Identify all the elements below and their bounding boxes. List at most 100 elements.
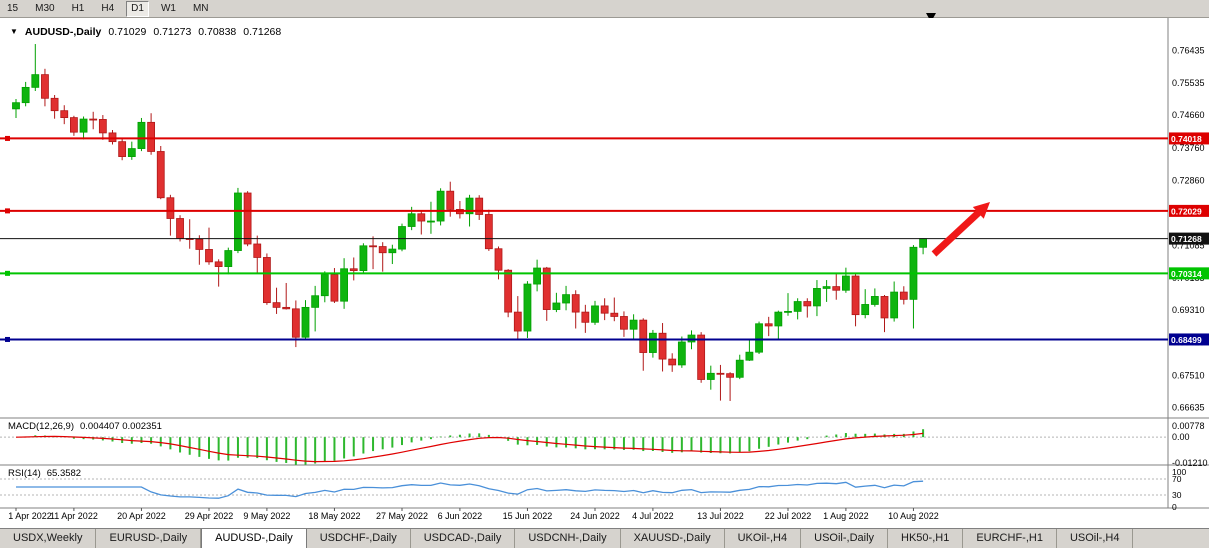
svg-text:4 Jul 2022: 4 Jul 2022 — [632, 511, 674, 521]
candle — [842, 267, 850, 293]
candle — [388, 244, 397, 265]
candle — [899, 286, 908, 305]
candle — [70, 115, 78, 136]
candle — [629, 314, 638, 340]
svg-text:0.72860: 0.72860 — [1172, 176, 1205, 186]
candle — [726, 372, 734, 401]
tab-usdcad-daily[interactable]: USDCAD-,Daily — [411, 529, 516, 548]
svg-text:0.68499: 0.68499 — [1171, 335, 1202, 345]
candle — [31, 44, 40, 92]
candle — [127, 141, 136, 160]
candle — [195, 235, 204, 265]
candle — [253, 235, 262, 274]
tab-audusd-daily[interactable]: AUDUSD-,Daily — [201, 529, 307, 548]
svg-text:100: 100 — [1172, 467, 1186, 477]
arrow-annotation[interactable] — [931, 202, 990, 257]
timeframe-button-h1[interactable]: H1 — [71, 2, 85, 14]
tab-usoil-h4[interactable]: USOil-,H4 — [1057, 529, 1134, 548]
candle — [504, 269, 513, 318]
candle — [108, 129, 117, 145]
candle — [880, 294, 889, 333]
macd-histogram — [24, 429, 925, 465]
candle — [475, 195, 484, 220]
candle — [369, 236, 377, 270]
candle — [706, 365, 715, 390]
price-tag: 0.74018 — [1169, 132, 1209, 145]
candle — [301, 300, 310, 341]
candle — [620, 311, 628, 337]
candle — [311, 285, 320, 332]
candlestick-series — [12, 44, 927, 401]
hline-handle[interactable] — [5, 135, 10, 141]
price-tag: 0.72029 — [1169, 204, 1209, 217]
candle — [137, 117, 146, 152]
candle — [523, 281, 532, 338]
chart-canvas[interactable]: 0.764350.755350.746600.737600.728600.719… — [0, 18, 1209, 528]
candle — [533, 259, 541, 292]
tab-ukoil-h4[interactable]: UKOil-,H4 — [725, 529, 802, 548]
svg-text:11 Apr 2022: 11 Apr 2022 — [50, 511, 98, 521]
ohlc-open: 0.71029 — [108, 26, 147, 38]
candle — [890, 281, 899, 322]
candle — [427, 201, 435, 234]
price-tag: 0.70314 — [1169, 267, 1209, 280]
svg-text:0.71085: 0.71085 — [1172, 240, 1205, 250]
candle — [79, 116, 88, 140]
candle — [870, 288, 879, 307]
tab-usoil-daily[interactable]: USOil-,Daily — [801, 529, 889, 548]
svg-text:0.73760: 0.73760 — [1172, 143, 1205, 153]
tab-usdcnh-daily[interactable]: USDCNH-,Daily — [515, 529, 621, 548]
svg-text:22 Jul 2022: 22 Jul 2022 — [765, 511, 812, 521]
timeframe-toolbar: 15 M30 H1 H4 D1 W1 MN — [0, 0, 1209, 18]
macd-label: MACD(12,26,9) 0.004407 0.002351 — [8, 421, 162, 432]
hline-handle[interactable] — [5, 336, 10, 342]
candle — [610, 297, 619, 322]
tab-usdchf-daily[interactable]: USDCHF-,Daily — [307, 529, 411, 548]
hline-handle[interactable] — [5, 208, 10, 214]
svg-text:15 Jun 2022: 15 Jun 2022 — [503, 511, 553, 521]
svg-text:0.00: 0.00 — [1172, 432, 1190, 442]
object-marker-triangle-icon[interactable] — [926, 13, 936, 22]
candle — [755, 321, 763, 354]
candle — [320, 271, 329, 303]
candle — [243, 191, 252, 247]
candle — [735, 354, 744, 380]
macd-signal-line — [15, 432, 924, 463]
tab-hk50-h1[interactable]: HK50-,H1 — [888, 529, 964, 548]
price-tag: 0.68499 — [1169, 333, 1209, 346]
timeframe-button-h4[interactable]: H4 — [101, 2, 115, 14]
timeframe-button-w1[interactable]: W1 — [160, 2, 176, 14]
ohlc-high: 0.71273 — [153, 26, 192, 38]
svg-text:0.74018: 0.74018 — [1171, 134, 1202, 144]
candle — [21, 81, 30, 107]
svg-text:24 Jun 2022: 24 Jun 2022 — [570, 511, 620, 521]
candle — [50, 95, 59, 119]
tab-eurchf-h1[interactable]: EURCHF-,H1 — [963, 529, 1057, 548]
candle — [600, 298, 609, 321]
candle — [12, 99, 20, 118]
candle — [562, 285, 570, 311]
tab-eurusd-daily[interactable]: EURUSD-,Daily — [96, 529, 202, 548]
svg-text:6 Jun 2022: 6 Jun 2022 — [438, 511, 483, 521]
timeframe-button-m30[interactable]: M30 — [35, 2, 55, 14]
svg-text:29 Apr 2022: 29 Apr 2022 — [185, 511, 234, 521]
svg-text:0.71268: 0.71268 — [1171, 234, 1202, 244]
tab-xauusd-daily[interactable]: XAUUSD-,Daily — [621, 529, 725, 548]
timeframe-button-d1[interactable]: D1 — [126, 0, 149, 17]
candle — [861, 289, 870, 319]
candle — [658, 323, 667, 372]
chart-window: 0.764350.755350.746600.737600.728600.719… — [0, 18, 1209, 528]
hline-handle[interactable] — [5, 270, 10, 276]
timeframe-button-mn[interactable]: MN — [192, 2, 209, 14]
tab-usdx-weekly[interactable]: USDX,Weekly — [0, 529, 97, 548]
candle — [851, 273, 860, 327]
timeframe-button-15[interactable]: 15 — [7, 2, 19, 14]
chevron-down-icon[interactable]: ▼ — [10, 27, 18, 36]
candle — [639, 318, 648, 371]
svg-text:0.70314: 0.70314 — [1171, 269, 1202, 279]
svg-text:0.76435: 0.76435 — [1172, 45, 1205, 55]
svg-text:10 Aug 2022: 10 Aug 2022 — [888, 511, 939, 521]
candle — [571, 290, 580, 329]
candle — [649, 329, 657, 358]
